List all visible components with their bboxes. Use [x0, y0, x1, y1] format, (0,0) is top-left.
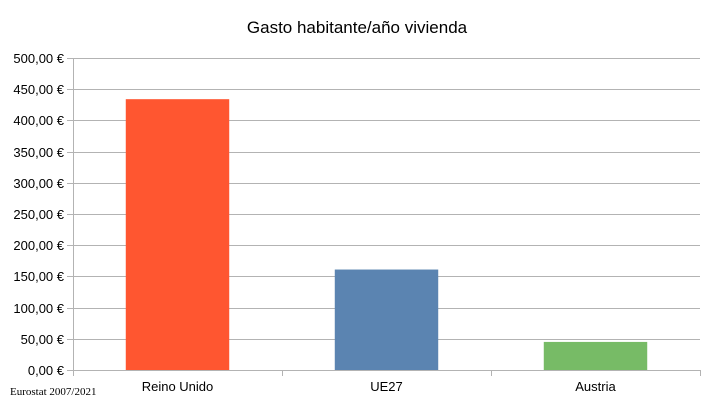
y-tick-label: 250,00 €	[13, 207, 64, 222]
y-tick-label: 500,00 €	[13, 51, 64, 66]
y-tick-label: 350,00 €	[13, 145, 64, 160]
y-tick-label: 450,00 €	[13, 82, 64, 97]
tick-labels: 0,00 € 50,00 € 100,00 € 150,00 € 200,00 € 250…	[13, 51, 616, 394]
y-tick-label: 150,00 €	[13, 269, 64, 284]
y-tick-label: 300,00 €	[13, 176, 64, 191]
axes	[67, 58, 701, 376]
bar-reino-unido	[125, 99, 230, 371]
bars	[125, 99, 648, 371]
y-tick-label: 0,00 €	[28, 363, 65, 378]
bar-ue27	[334, 269, 439, 370]
chart-title: Gasto habitante/año vivienda	[247, 18, 468, 37]
y-tick-label: 200,00 €	[13, 238, 64, 253]
x-category-label: Reino Unido	[142, 379, 214, 394]
y-tick-label: 100,00 €	[13, 301, 64, 316]
source-note: Eurostat 2007/2021	[10, 386, 96, 398]
bar-austria	[543, 341, 648, 370]
y-tick-label: 400,00 €	[13, 113, 64, 128]
y-tick-label: 50,00 €	[21, 332, 65, 347]
x-category-label: UE27	[370, 379, 403, 394]
x-category-label: Austria	[575, 379, 616, 394]
